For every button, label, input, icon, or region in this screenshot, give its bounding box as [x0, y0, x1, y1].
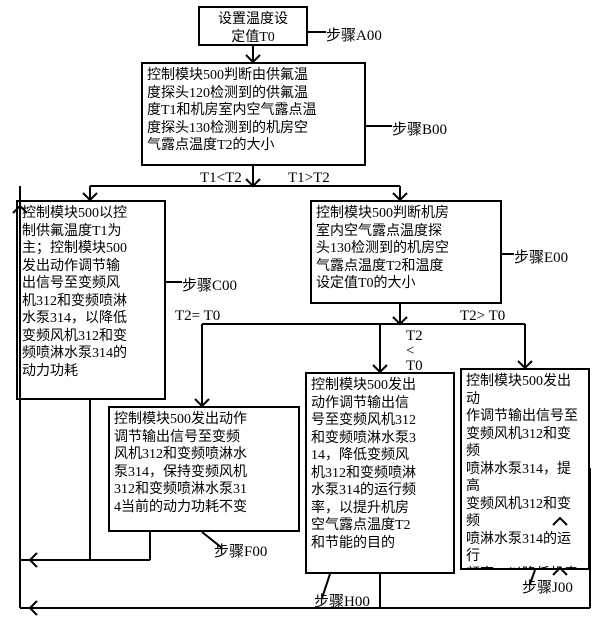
- box-a-text: 设置温度设定值T0: [218, 12, 288, 45]
- label-step-a: 步骤A00: [326, 24, 382, 45]
- label-step-e: 步骤E00: [514, 246, 568, 267]
- svg-text:T2: T2: [406, 328, 423, 344]
- svg-text:T1<T2: T1<T2: [200, 170, 242, 186]
- box-step-j: 控制模块500发出动作调节输出信号至变频风机312和变频喷淋水泵314，提高变频…: [460, 368, 590, 570]
- box-step-c: 控制模块500以控制供氟温度T1为主；控制模块500发出动作调节输出信号至变频风…: [16, 200, 166, 400]
- svg-text:T1>T2: T1>T2: [288, 170, 330, 186]
- box-step-a: 设置温度设定值T0: [198, 6, 308, 46]
- box-b-text: 控制模块500判断由供氟温度探头120检测到的供氟温度T1和机房室内空气露点温度…: [147, 68, 317, 153]
- label-step-c: 步骤C00: [182, 274, 237, 295]
- label-step-j: 步骤J00: [522, 576, 573, 597]
- box-step-e: 控制模块500判断机房室内空气露点温度探头130检测到的机房空气露点温度T2和温…: [310, 200, 502, 304]
- svg-text:<: <: [406, 343, 414, 359]
- label-step-f: 步骤F00: [214, 540, 267, 561]
- box-step-b: 控制模块500判断由供氟温度探头120检测到的供氟温度T1和机房室内空气露点温度…: [141, 62, 366, 166]
- svg-text:T2> T0: T2> T0: [460, 308, 505, 324]
- svg-text:T2= T0: T2= T0: [175, 308, 220, 324]
- box-h-text: 控制模块500发出动作调节输出信号至变频风机312和变频喷淋水泵314，降低变频…: [311, 378, 416, 551]
- box-step-f: 控制模块500发出动作调节输出信号至变频风机312和变频喷淋水泵314，保持变频…: [108, 406, 300, 532]
- box-j-text: 控制模块500发出动作调节输出信号至变频风机312和变频喷淋水泵314，提高变频…: [466, 374, 580, 570]
- box-f-text: 控制模块500发出动作调节输出信号至变频风机312和变频喷淋水泵314，保持变频…: [114, 412, 247, 515]
- box-e-text: 控制模块500判断机房室内空气露点温度探头130检测到的机房空气露点温度T2和温…: [316, 206, 449, 291]
- box-c-text: 控制模块500以控制供氟温度T1为主；控制模块500发出动作调节输出信号至变频风…: [22, 206, 127, 379]
- label-step-b: 步骤B00: [392, 118, 447, 139]
- label-step-h: 步骤H00: [314, 590, 370, 611]
- box-step-h: 控制模块500发出动作调节输出信号至变频风机312和变频喷淋水泵314，降低变频…: [305, 372, 455, 574]
